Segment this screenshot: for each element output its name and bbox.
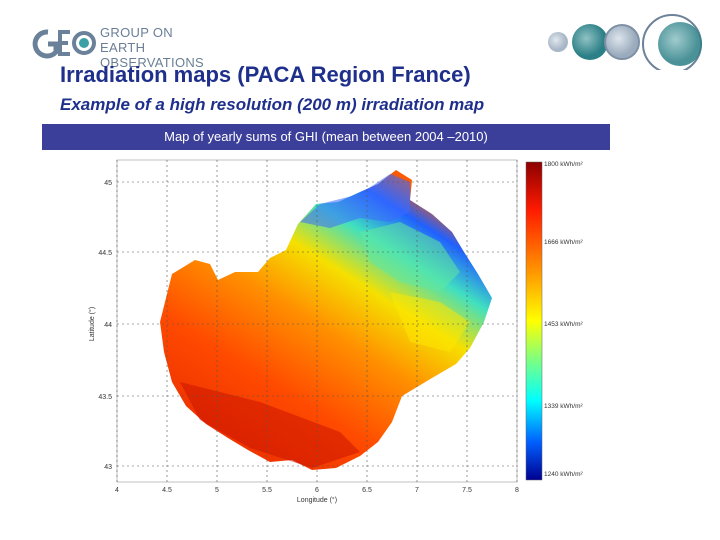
y-tick-label: 45 [104,180,112,187]
map-banner: Map of yearly sums of GHI (mean between … [42,124,610,150]
geo-logo: GROUP ON EARTH OBSERVATIONS [28,22,238,70]
coast-patch-red [180,382,360,468]
x-tick-label: 5.5 [262,487,272,494]
page-title: Irradiation maps (PACA Region France) [60,62,471,87]
colorbar-label: 1339 kWh/m² [544,403,583,410]
colorbar-label: 1453 kWh/m² [544,321,583,328]
logo-line-1: GROUP ON [100,25,173,40]
decorative-circles-icon [548,14,702,70]
x-tick-label: 8 [515,487,519,494]
colorbar-label: 1666 kWh/m² [544,239,583,246]
y-tick-label: 43.5 [98,394,112,401]
x-tick-label: 5 [215,487,219,494]
alps-patch-yellow [390,292,470,352]
x-axis-label: Longitude (°) [297,496,337,504]
x-tick-label: 6 [315,487,319,494]
y-tick-label: 44.5 [98,250,112,257]
x-tick-label: 6.5 [362,487,372,494]
page-subtitle: Example of a high resolution (200 m) irr… [60,95,485,114]
colorbar [525,161,543,481]
colorbar-label: 1240 kWh/m² [544,471,583,478]
x-tick-label: 4 [115,487,119,494]
logo-text: GROUP ON EARTH OBSERVATIONS [100,25,238,70]
logo-line-2: EARTH OBSERVATIONS [100,40,205,70]
alps-patch-green [360,222,460,292]
map-grid [116,160,518,482]
y-tick-label: 44 [104,322,112,329]
x-tick-label: 4.5 [162,487,172,494]
geo-logo-icon [32,29,96,59]
x-tick-label: 7 [415,487,419,494]
alps-patch-blue [300,174,410,228]
map-svg: 45 44.5 44 43.5 43 Latitude (°) 4 4.5 5 … [88,159,583,504]
irradiation-map: 45 44.5 44 43.5 43 Latitude (°) 4 4.5 5 … [60,152,620,504]
colorbar-label: 1800 kWh/m² [544,161,583,168]
x-tick-label: 7.5 [462,487,472,494]
y-tick-label: 43 [104,464,112,471]
y-axis-label: Latitude (°) [88,307,96,341]
